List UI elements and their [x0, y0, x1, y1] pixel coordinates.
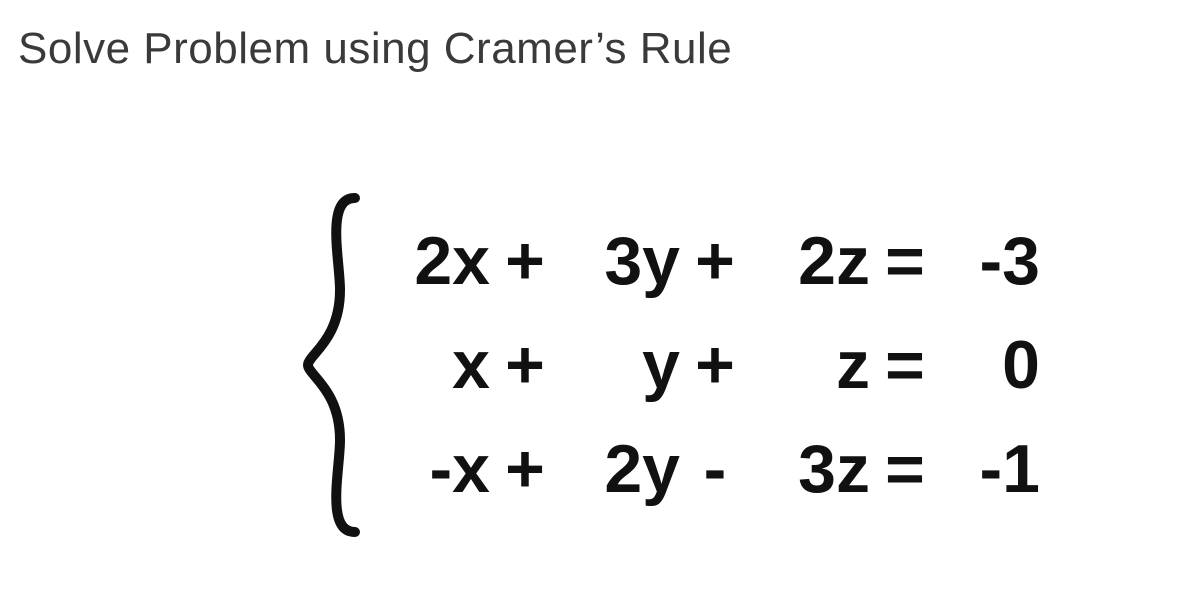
term-x: 2x: [370, 227, 490, 295]
term-z: 2z: [750, 227, 870, 295]
term-x: x: [370, 331, 490, 399]
term-y: y: [560, 331, 680, 399]
equation-list: 2x + 3y + 2z = -3 x + y + z = 0 -x + 2y: [370, 209, 1040, 521]
operator: +: [490, 435, 560, 503]
operator: +: [490, 331, 560, 399]
term-y: 2y: [560, 435, 680, 503]
rhs-value: 0: [940, 331, 1040, 399]
operator: -: [680, 435, 750, 503]
rhs-value: -1: [940, 435, 1040, 503]
equals-sign: =: [870, 331, 940, 399]
brace-path: [308, 198, 355, 532]
rhs-value: -3: [940, 227, 1040, 295]
term-x: -x: [370, 435, 490, 503]
equation-row: x + y + z = 0: [370, 331, 1040, 399]
page: Solve Problem using Cramer’s Rule 2x + 3…: [0, 0, 1200, 590]
equation-row: 2x + 3y + 2z = -3: [370, 227, 1040, 295]
term-z: z: [750, 331, 870, 399]
equals-sign: =: [870, 435, 940, 503]
operator: +: [680, 227, 750, 295]
equation-system: 2x + 3y + 2z = -3 x + y + z = 0 -x + 2y: [300, 190, 1040, 540]
term-y: 3y: [560, 227, 680, 295]
problem-prompt: Solve Problem using Cramer’s Rule: [18, 24, 732, 74]
term-z: 3z: [750, 435, 870, 503]
operator: +: [490, 227, 560, 295]
equals-sign: =: [870, 227, 940, 295]
operator: +: [680, 331, 750, 399]
left-brace-icon: [300, 190, 370, 540]
equation-row: -x + 2y - 3z = -1: [370, 435, 1040, 503]
